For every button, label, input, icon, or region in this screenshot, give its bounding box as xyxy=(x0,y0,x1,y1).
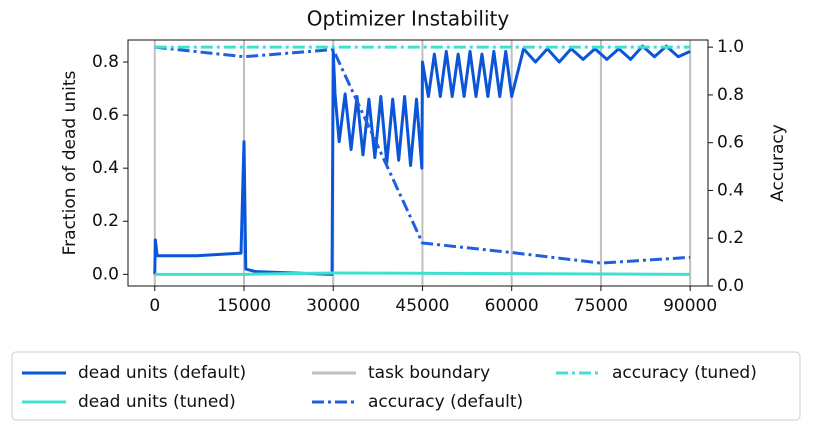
x-tick-label: 90000 xyxy=(663,296,717,316)
legend-box xyxy=(11,351,801,421)
y2-axis-label: Accuracy xyxy=(768,124,788,202)
plot-frame xyxy=(127,39,709,287)
x-tick-label: 30000 xyxy=(306,296,360,316)
series-line xyxy=(154,271,691,276)
y-axis-label: Fraction of dead units xyxy=(60,71,80,256)
x-tick-label: 15000 xyxy=(217,296,271,316)
series-line xyxy=(154,45,691,265)
y-tick-label: 0.6 xyxy=(92,105,119,125)
y2-tick-label: 0.8 xyxy=(717,85,744,105)
y-tick-label: 0.8 xyxy=(92,52,119,72)
y-tick-label: 0.2 xyxy=(92,211,119,231)
y2-tick-label: 0.2 xyxy=(717,228,744,248)
legend-label: dead units (default) xyxy=(78,363,246,383)
x-tick-label: 75000 xyxy=(574,296,628,316)
y-tick-label: 0.0 xyxy=(92,264,119,284)
x-tick-label: 45000 xyxy=(395,296,449,316)
legend-label: accuracy (default) xyxy=(368,392,523,412)
y2-tick-label: 0.6 xyxy=(717,133,744,153)
chart-title: Optimizer Instability xyxy=(307,7,510,31)
legend-label: task boundary xyxy=(368,363,490,383)
x-tick-label: 0 xyxy=(149,296,160,316)
series-line xyxy=(153,44,691,276)
y2-tick-label: 0.4 xyxy=(717,180,744,200)
legend-label: accuracy (tuned) xyxy=(612,363,757,383)
y-tick-label: 0.4 xyxy=(92,158,119,178)
y2-tick-label: 1.0 xyxy=(717,37,744,57)
y2-tick-label: 0.0 xyxy=(717,276,744,296)
legend-label: dead units (tuned) xyxy=(78,392,236,412)
x-tick-label: 60000 xyxy=(485,296,539,316)
